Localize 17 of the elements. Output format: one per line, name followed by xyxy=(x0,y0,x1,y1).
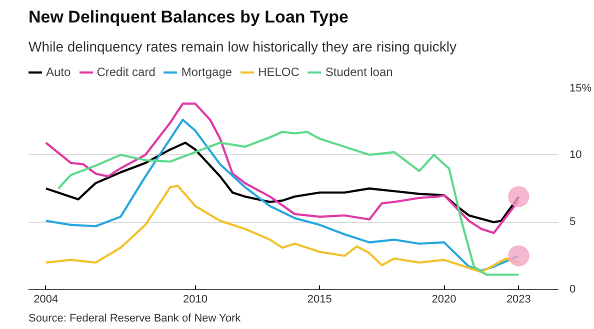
y-tick-label: 5 xyxy=(570,216,576,228)
x-tick-label: 2004 xyxy=(34,294,58,306)
legend-label: Student loan xyxy=(325,65,393,79)
y-tick-label: 15% xyxy=(570,82,592,94)
chart-subtitle: While delinquency rates remain low historically they are rising quickly xyxy=(28,38,456,54)
legend-label: HELOC xyxy=(258,65,300,79)
legend-label: Credit card xyxy=(96,65,156,79)
source-note: Source: Federal Reserve Bank of New York xyxy=(28,312,242,324)
x-tick-label: 2015 xyxy=(307,294,332,306)
legend-label: Auto xyxy=(46,65,71,79)
x-tick-label: 2010 xyxy=(182,294,208,306)
chart-title: New Delinquent Balances by Loan Type xyxy=(28,8,348,26)
y-tick-label: 0 xyxy=(570,284,576,296)
legend-label: Mortgage xyxy=(181,65,232,79)
x-tick-label: 2020 xyxy=(432,294,456,306)
x-tick-label: 2023 xyxy=(506,294,531,306)
y-tick-label: 10 xyxy=(570,148,582,161)
